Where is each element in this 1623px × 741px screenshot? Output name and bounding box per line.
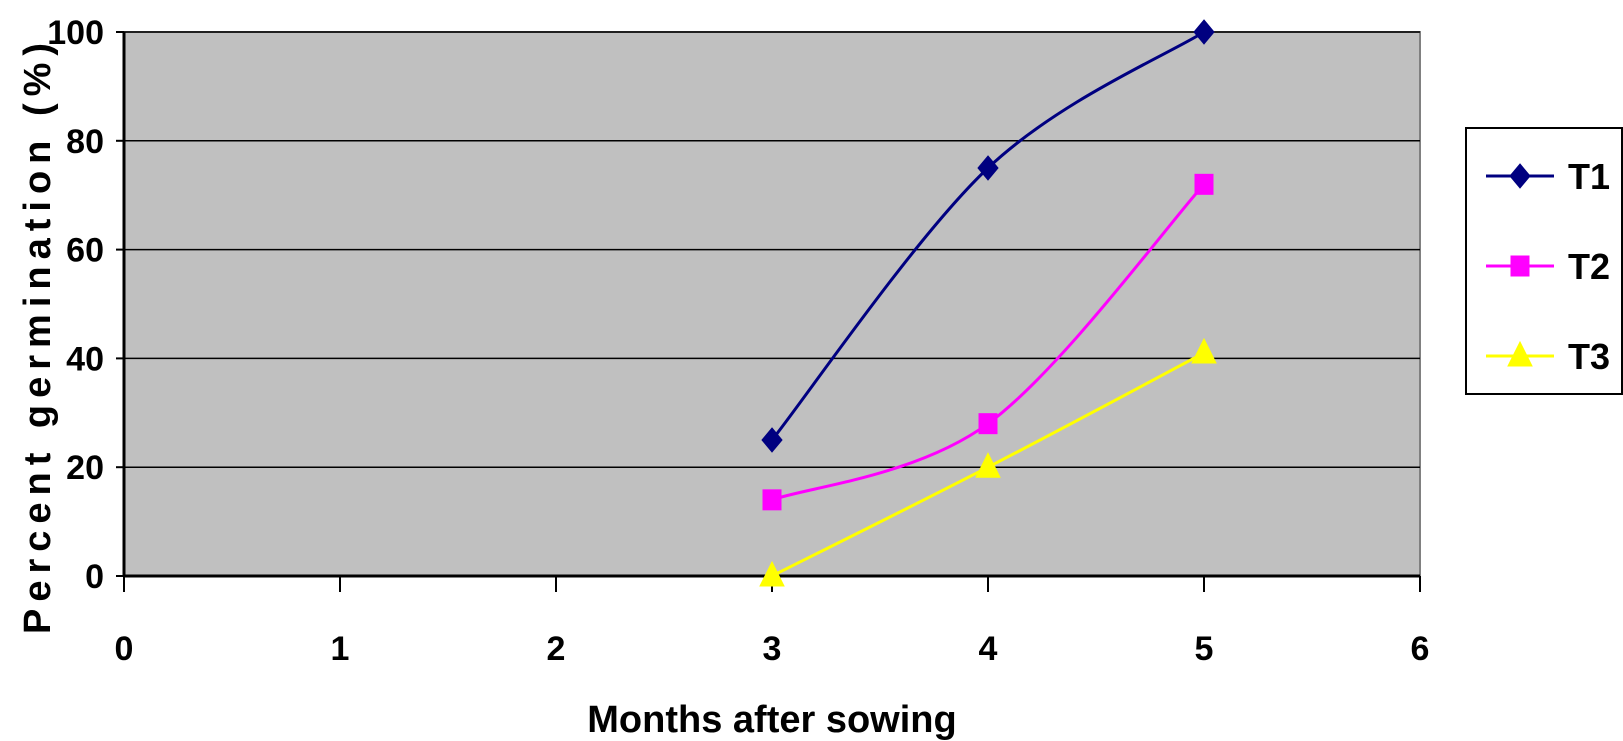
y-tick-label: 60	[66, 232, 104, 270]
x-axis-ticks: 0 1 2 3 4 5 6	[115, 576, 1430, 668]
legend-label-T3: T3	[1568, 336, 1610, 377]
legend-marker-T3	[1507, 340, 1533, 367]
y-tick-label: 40	[66, 340, 104, 378]
x-tick-label: 2	[547, 630, 566, 668]
x-tick-label: 1	[331, 630, 350, 668]
x-tick-label: 0	[115, 630, 134, 668]
data-point-T1	[977, 155, 999, 181]
x-tick-label: 3	[763, 630, 782, 668]
series-markers	[759, 19, 1217, 587]
legend-label-T2: T2	[1568, 246, 1610, 287]
data-point-T3	[1191, 337, 1217, 364]
x-tick-label: 4	[979, 630, 998, 668]
x-tick-label: 5	[1195, 630, 1214, 668]
legend-box	[1465, 127, 1623, 395]
legend-marker-T1	[1509, 163, 1531, 189]
data-point-T3	[975, 452, 1001, 478]
legend-label-T1: T1	[1568, 156, 1610, 197]
data-point-T2	[762, 489, 782, 511]
x-tick-label: 6	[1411, 630, 1430, 668]
y-tick-label: 100	[47, 14, 104, 52]
y-tick-label: 0	[85, 558, 104, 596]
plot-area	[123, 31, 1421, 577]
y-axis-ticks: 0 20 40 60 80 100	[47, 14, 124, 596]
legend: T1 T2 T3	[1486, 156, 1610, 377]
y-tick-label: 80	[66, 123, 104, 161]
data-point-T1	[1193, 19, 1215, 45]
data-point-T2	[1194, 173, 1214, 195]
y-axis-title: Percent germination (%)	[17, 36, 59, 634]
data-point-T1	[761, 427, 783, 453]
legend-marker-T2	[1510, 255, 1530, 277]
data-point-T3	[759, 560, 785, 587]
y-tick-label: 20	[66, 449, 104, 487]
data-point-T2	[978, 413, 998, 435]
x-axis-title: Months after sowing	[587, 699, 956, 741]
